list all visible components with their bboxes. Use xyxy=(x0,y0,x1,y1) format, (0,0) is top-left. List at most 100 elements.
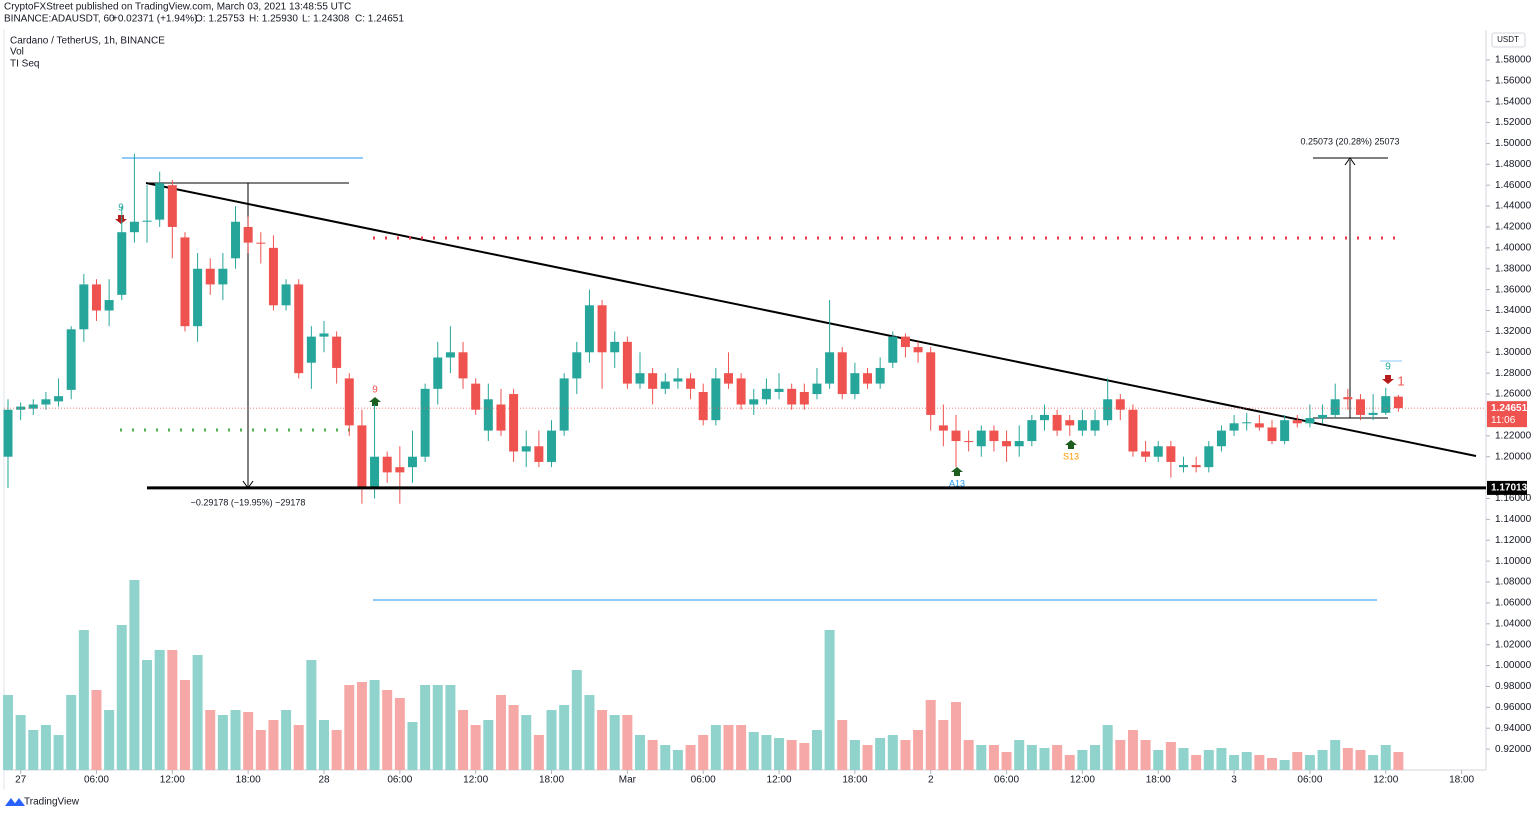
candle-body xyxy=(1052,414,1062,431)
candles xyxy=(3,153,1486,504)
volume-bar xyxy=(116,625,127,770)
candle-body xyxy=(319,333,329,337)
candle-body xyxy=(559,378,569,431)
volume-bar xyxy=(319,720,329,770)
candle-body xyxy=(812,383,822,395)
volume-bar xyxy=(698,735,709,770)
drop-label: −0.29178 (−19.95%) −29178 xyxy=(191,497,306,507)
candle-body xyxy=(1267,427,1277,442)
volume-bar xyxy=(571,670,582,770)
candle-body xyxy=(686,378,696,389)
volume-bar xyxy=(66,695,77,770)
candle-body xyxy=(837,352,847,395)
volume-bar xyxy=(154,650,165,770)
volume-bar xyxy=(1267,758,1277,770)
y-tick-label: 1.04000 xyxy=(1495,618,1532,629)
volume-bar xyxy=(255,730,266,770)
volume-bar xyxy=(382,690,393,770)
volume-bar xyxy=(420,685,431,770)
candle-body xyxy=(344,378,354,426)
volume-bar xyxy=(458,710,469,770)
volume-bar xyxy=(925,700,936,770)
volume-bar xyxy=(1330,740,1341,770)
candle-body xyxy=(863,373,873,384)
candle-body xyxy=(584,305,594,353)
candle-body xyxy=(433,357,443,389)
drawings: −0.29178 (−19.95%) −29178 0.25073 (20.28… xyxy=(115,136,1477,601)
candle-body xyxy=(28,404,38,409)
candle-body xyxy=(268,247,278,306)
volume-bar xyxy=(483,720,494,770)
candle-body xyxy=(913,347,923,353)
volume-bar xyxy=(597,710,608,770)
candle-body xyxy=(471,383,481,410)
candle-body xyxy=(1166,446,1176,462)
candle-body xyxy=(1393,396,1403,409)
high: H: 1.25930 xyxy=(249,14,298,25)
candle-body xyxy=(673,378,683,382)
volume-bar xyxy=(1001,752,1012,770)
y-tick-label: 1.14000 xyxy=(1495,514,1532,525)
volume-bar xyxy=(1127,730,1138,770)
volume-bar xyxy=(774,738,785,770)
y-tick-label: 1.28000 xyxy=(1495,368,1532,379)
candle-body xyxy=(610,341,620,353)
candle-body xyxy=(395,467,405,473)
candle-body xyxy=(1077,420,1087,431)
volume-bar xyxy=(1165,742,1176,770)
candle-body xyxy=(370,456,380,489)
volume-bar xyxy=(736,725,747,770)
volume-bar xyxy=(1216,748,1227,770)
legend-tiseq: TI Seq xyxy=(10,59,39,70)
candle-body xyxy=(41,399,51,405)
candle-body xyxy=(1002,441,1012,447)
candle-body xyxy=(1368,412,1378,415)
candle-body xyxy=(1141,451,1151,457)
volume-bar xyxy=(609,715,620,770)
signal: A13 xyxy=(949,478,965,488)
volume-bar xyxy=(28,730,39,770)
candle-body xyxy=(1065,420,1075,426)
y-tick-label: 1.40000 xyxy=(1495,242,1532,253)
x-tick-label: 06:00 xyxy=(994,775,1019,786)
volume-bar xyxy=(1039,748,1050,770)
volume-bar xyxy=(445,685,456,770)
volume-bar xyxy=(660,745,671,770)
x-tick-label: 27 xyxy=(15,775,27,786)
candle-body xyxy=(1229,423,1239,431)
volume-bar xyxy=(1102,725,1113,770)
y-tick-label: 1.52000 xyxy=(1495,117,1532,128)
candle-body xyxy=(1381,396,1391,413)
legend-vol: Vol xyxy=(10,47,24,58)
volume-bar xyxy=(672,750,683,770)
last-price-box xyxy=(1487,401,1527,428)
candle-body xyxy=(761,388,771,400)
volume-bar xyxy=(293,725,304,770)
candle-body xyxy=(1305,418,1315,424)
candle-body xyxy=(496,404,506,431)
volume-bar xyxy=(1203,750,1214,770)
y-tick-label: 1.50000 xyxy=(1495,138,1532,149)
candle-body xyxy=(1014,441,1024,447)
candle-body xyxy=(1242,422,1252,424)
y-tick-label: 1.26000 xyxy=(1495,389,1532,400)
volume-bar xyxy=(306,660,317,770)
y-tick-label: 1.48000 xyxy=(1495,159,1532,170)
signal-arrow xyxy=(369,397,381,406)
y-tick-label: 1.36000 xyxy=(1495,284,1532,295)
low: L: 1.24308 xyxy=(302,14,350,25)
footer: TradingView xyxy=(24,797,80,808)
candle-body xyxy=(332,336,342,368)
candle-body xyxy=(1191,465,1201,468)
y-tick-label: 0.96000 xyxy=(1495,702,1532,713)
y-tick-label: 0.94000 xyxy=(1495,723,1532,734)
candle-body xyxy=(711,378,721,421)
candle-body xyxy=(635,373,645,384)
candle-body xyxy=(458,352,468,379)
y-tick-label: 1.22000 xyxy=(1495,430,1532,441)
x-tick-label: 18:00 xyxy=(236,775,261,786)
candle-body xyxy=(622,341,632,384)
x-tick-label: 06:00 xyxy=(1297,775,1322,786)
candle-body xyxy=(723,373,733,384)
candle-body xyxy=(736,378,746,405)
